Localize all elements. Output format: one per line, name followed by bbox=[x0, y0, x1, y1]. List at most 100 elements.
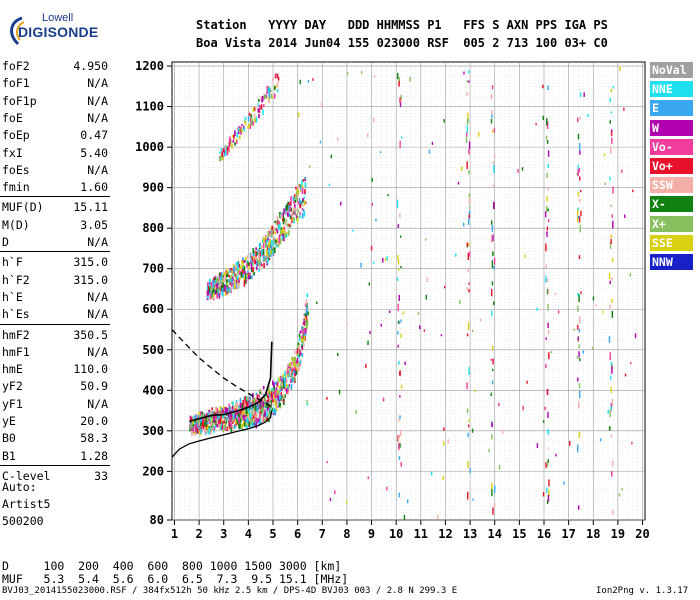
noise-echo bbox=[582, 350, 585, 354]
third-hop-echo bbox=[240, 129, 242, 133]
noise-echo bbox=[463, 222, 465, 227]
third-hop-echo bbox=[235, 138, 237, 142]
interference-echo bbox=[610, 88, 613, 93]
noise-echo bbox=[546, 226, 549, 231]
second-hop-echo bbox=[212, 277, 215, 283]
o-trace-echo bbox=[243, 422, 246, 427]
second-hop-echo bbox=[226, 270, 229, 273]
second-hop-echo bbox=[287, 201, 290, 204]
interference-echo bbox=[491, 85, 494, 90]
o-trace-echo bbox=[286, 368, 289, 372]
interference-echo bbox=[547, 188, 549, 191]
second-hop-echo bbox=[275, 244, 278, 248]
x-trace-echo bbox=[210, 421, 212, 427]
noise-echo bbox=[360, 262, 362, 268]
second-hop-echo bbox=[278, 242, 280, 246]
third-hop-echo bbox=[224, 145, 227, 151]
o-trace-echo bbox=[303, 328, 306, 334]
second-hop-echo bbox=[275, 220, 277, 224]
second-hop-echo bbox=[259, 264, 261, 270]
second-hop-echo bbox=[247, 262, 250, 266]
o-trace-echo bbox=[305, 299, 308, 305]
second-hop-echo bbox=[235, 278, 238, 285]
o-trace-echo bbox=[191, 427, 193, 431]
param-name: yF1 bbox=[2, 396, 23, 411]
param-row: hmE 110.0 bbox=[2, 362, 108, 378]
o-trace-echo bbox=[297, 342, 300, 345]
second-hop-echo bbox=[304, 182, 307, 188]
param-name: D bbox=[2, 235, 9, 249]
second-hop-echo bbox=[212, 281, 215, 288]
noise-echo bbox=[555, 453, 557, 457]
second-hop-echo bbox=[297, 209, 299, 213]
interference-echo bbox=[546, 121, 549, 129]
second-hop-echo bbox=[220, 281, 223, 285]
o-trace-echo bbox=[198, 428, 200, 432]
second-hop-echo bbox=[243, 276, 246, 281]
interference-echo bbox=[467, 322, 470, 330]
second-hop-echo bbox=[302, 199, 304, 203]
x-trace-echo bbox=[239, 408, 242, 414]
second-hop-echo bbox=[254, 259, 257, 265]
o-trace-echo bbox=[274, 408, 277, 414]
o-trace-echo bbox=[297, 356, 300, 359]
second-hop-echo bbox=[216, 283, 219, 289]
third-hop-echo bbox=[273, 86, 276, 91]
param-name: h`Es bbox=[2, 307, 30, 322]
noise-echo bbox=[419, 325, 421, 330]
second-hop-echo bbox=[246, 260, 249, 265]
second-hop-echo bbox=[238, 278, 240, 283]
o-trace-echo bbox=[300, 336, 302, 340]
second-hop-echo bbox=[269, 247, 271, 251]
legend-item: X- bbox=[650, 196, 693, 213]
auto-label: Auto: bbox=[2, 480, 37, 494]
legend-item: Vo- bbox=[650, 138, 693, 155]
interference-echo bbox=[490, 392, 492, 397]
o-trace-echo bbox=[294, 350, 296, 355]
interference-echo bbox=[490, 220, 493, 225]
o-trace-echo bbox=[204, 426, 207, 432]
second-hop-echo bbox=[258, 254, 260, 260]
o-trace-echo bbox=[223, 414, 226, 420]
second-hop-echo bbox=[277, 241, 279, 245]
second-hop-echo bbox=[288, 230, 290, 236]
noise-echo bbox=[299, 79, 301, 85]
x-trace-echo bbox=[226, 408, 229, 412]
second-hop-echo bbox=[216, 292, 218, 299]
interference-echo bbox=[547, 494, 550, 502]
x-trace-echo bbox=[211, 417, 214, 421]
second-hop-echo bbox=[222, 289, 225, 292]
interference-echo bbox=[466, 125, 469, 134]
second-hop-echo bbox=[214, 286, 217, 290]
second-hop-echo bbox=[247, 270, 249, 273]
third-hop-echo bbox=[248, 124, 250, 128]
noise-echo bbox=[367, 476, 369, 480]
interference-echo bbox=[467, 112, 469, 120]
noise-echo bbox=[337, 352, 339, 356]
second-hop-echo bbox=[210, 281, 213, 288]
third-hop-echo bbox=[237, 126, 240, 132]
noise-echo bbox=[380, 323, 383, 327]
second-hop-echo bbox=[271, 230, 274, 235]
o-trace-echo bbox=[252, 415, 255, 419]
o-trace-echo bbox=[288, 384, 290, 388]
o-trace-echo bbox=[275, 401, 278, 405]
second-hop-echo bbox=[210, 294, 213, 299]
noise-echo bbox=[365, 363, 367, 368]
noise-echo bbox=[404, 361, 406, 365]
noise-echo bbox=[468, 288, 470, 293]
o-trace-echo bbox=[223, 420, 226, 424]
second-hop-echo bbox=[218, 293, 221, 299]
o-trace-echo bbox=[301, 353, 303, 358]
interference-echo bbox=[609, 352, 611, 361]
o-trace-echo bbox=[272, 395, 274, 398]
noise-echo bbox=[425, 294, 427, 300]
x-tick-label: 8 bbox=[343, 527, 350, 541]
second-hop-echo bbox=[301, 179, 303, 186]
param-name: foE bbox=[2, 110, 23, 125]
param-row: foF1p N/A bbox=[2, 94, 108, 110]
second-hop-echo bbox=[215, 279, 218, 284]
second-hop-echo bbox=[226, 286, 228, 293]
o-trace-echo bbox=[273, 399, 276, 403]
second-hop-echo bbox=[213, 279, 216, 283]
